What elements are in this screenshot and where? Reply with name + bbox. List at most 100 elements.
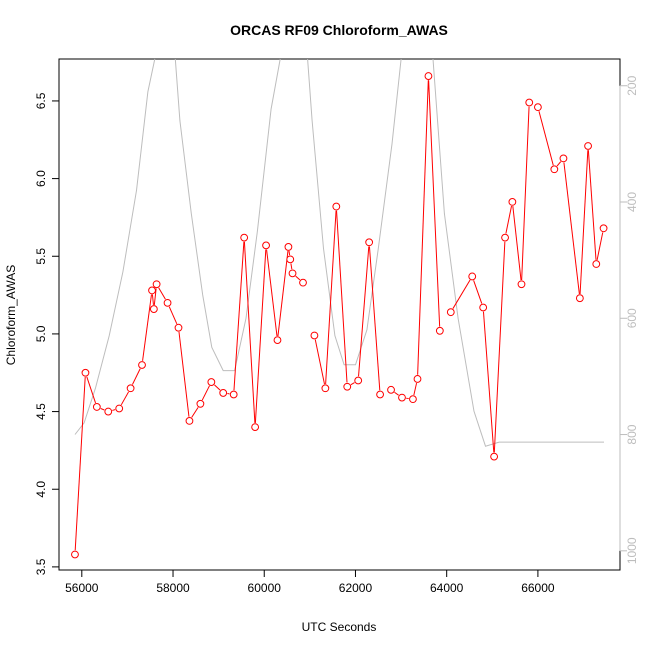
gray-series-line xyxy=(174,58,281,372)
red-series-segment xyxy=(178,331,190,417)
red-data-point xyxy=(550,165,559,174)
red-data-point xyxy=(525,98,534,107)
y-tick-label: 6.0 xyxy=(34,170,48,187)
red-data-point xyxy=(115,404,124,413)
red-series-segment xyxy=(417,80,429,375)
red-data-point xyxy=(163,298,172,307)
red-series-segment xyxy=(243,241,256,423)
red-series-segment xyxy=(596,232,604,261)
red-series-segment xyxy=(254,249,267,423)
red-series-segment xyxy=(505,205,513,234)
y2-tick-label: 600 xyxy=(625,308,639,328)
red-series-segment xyxy=(556,161,562,167)
red-data-point xyxy=(92,403,101,411)
y-tick-label: 5.0 xyxy=(34,325,48,342)
red-data-point xyxy=(446,308,455,317)
red-data-point xyxy=(219,389,228,397)
y-tick-label: 4.5 xyxy=(34,403,48,420)
red-series-segment xyxy=(325,210,337,385)
red-series-segment xyxy=(452,279,471,309)
x-axis-label: UTC Seconds xyxy=(302,620,377,634)
red-data-point xyxy=(71,550,79,559)
red-data-point xyxy=(413,375,422,383)
red-data-point xyxy=(126,384,135,393)
red-series-segment xyxy=(563,162,580,295)
chart-title: ORCAS RF09 Chloroform_AWAS xyxy=(230,22,448,38)
red-data-point xyxy=(81,368,90,377)
y-axis: 3.5 4.0 4.5 5.0 5.5 6.0 6.5 xyxy=(34,92,60,575)
y2-tick-label: 800 xyxy=(625,424,639,444)
x-tick-label: 56000 xyxy=(65,581,99,595)
x-axis: 56000 58000 60000 62000 64000 66000 xyxy=(65,569,555,595)
red-data-point xyxy=(435,326,444,335)
red-series-segment xyxy=(368,246,381,391)
red-data-point xyxy=(152,280,161,289)
red-data-point xyxy=(599,224,608,233)
gray-series-line xyxy=(432,58,604,447)
red-series-segment xyxy=(214,384,221,391)
red-series-segment xyxy=(336,210,348,383)
red-data-point xyxy=(321,384,330,393)
x-tick-label: 64000 xyxy=(430,581,464,595)
red-data-point xyxy=(299,278,307,287)
red-data-point xyxy=(517,280,526,289)
red-series-segment xyxy=(295,275,301,281)
red-data-point xyxy=(365,238,374,247)
y-tick-label: 4.0 xyxy=(34,481,48,498)
red-data-point xyxy=(104,407,113,416)
red-series-segment xyxy=(142,294,152,361)
gray-series-line xyxy=(307,58,402,366)
red-data-point xyxy=(376,390,384,399)
red-data-point xyxy=(501,233,509,242)
red-series-segment xyxy=(158,287,166,300)
red-series-segment xyxy=(290,263,293,270)
y2-tick-label: 400 xyxy=(625,192,639,212)
red-series-segment xyxy=(168,306,178,325)
red-data-point xyxy=(559,154,568,163)
red-series-segment xyxy=(512,206,522,281)
red-data-point xyxy=(288,269,297,278)
red-series-segment xyxy=(288,251,291,256)
red-data-point xyxy=(490,452,499,461)
red-series-segment xyxy=(120,391,129,406)
y2-tick-label: 200 xyxy=(625,75,639,95)
red-series-segment xyxy=(493,241,506,453)
red-data-point xyxy=(229,390,238,399)
red-data-point xyxy=(240,233,249,242)
red-data-point xyxy=(468,272,477,281)
red-series-segment xyxy=(112,409,116,411)
red-data-point xyxy=(479,303,488,312)
red-series-segment xyxy=(86,376,97,404)
red-data-point xyxy=(262,241,270,250)
red-series-segment xyxy=(579,150,589,295)
red-series-segment xyxy=(358,246,370,377)
red-data-point xyxy=(251,423,260,432)
y-tick-label: 6.5 xyxy=(34,92,48,109)
red-series-segment xyxy=(394,391,399,396)
y2-axis: 200 400 600 800 1000 xyxy=(619,75,639,564)
red-series-segment xyxy=(132,368,141,385)
red-series-segment xyxy=(266,249,278,337)
red-series-segment xyxy=(473,280,483,304)
red-data-point xyxy=(592,260,601,268)
y-tick-label: 3.5 xyxy=(34,558,48,575)
red-series-segment xyxy=(587,150,597,260)
red-data-point xyxy=(138,361,146,369)
x-tick-label: 60000 xyxy=(248,581,282,595)
x-tick-label: 58000 xyxy=(156,581,190,595)
red-data-point xyxy=(354,376,363,385)
red-data-point xyxy=(273,336,282,345)
red-series-segment xyxy=(314,339,325,385)
red-data-point xyxy=(584,142,592,150)
red-data-point xyxy=(185,416,194,425)
red-series-layer xyxy=(71,72,608,559)
red-data-point xyxy=(398,393,406,402)
y-tick-label: 5.5 xyxy=(34,248,48,265)
red-series-segment xyxy=(521,106,530,281)
x-tick-label: 62000 xyxy=(339,581,373,595)
red-data-point xyxy=(534,103,542,112)
red-series-segment xyxy=(233,241,245,391)
red-data-point xyxy=(332,202,341,211)
red-data-point xyxy=(575,294,584,303)
